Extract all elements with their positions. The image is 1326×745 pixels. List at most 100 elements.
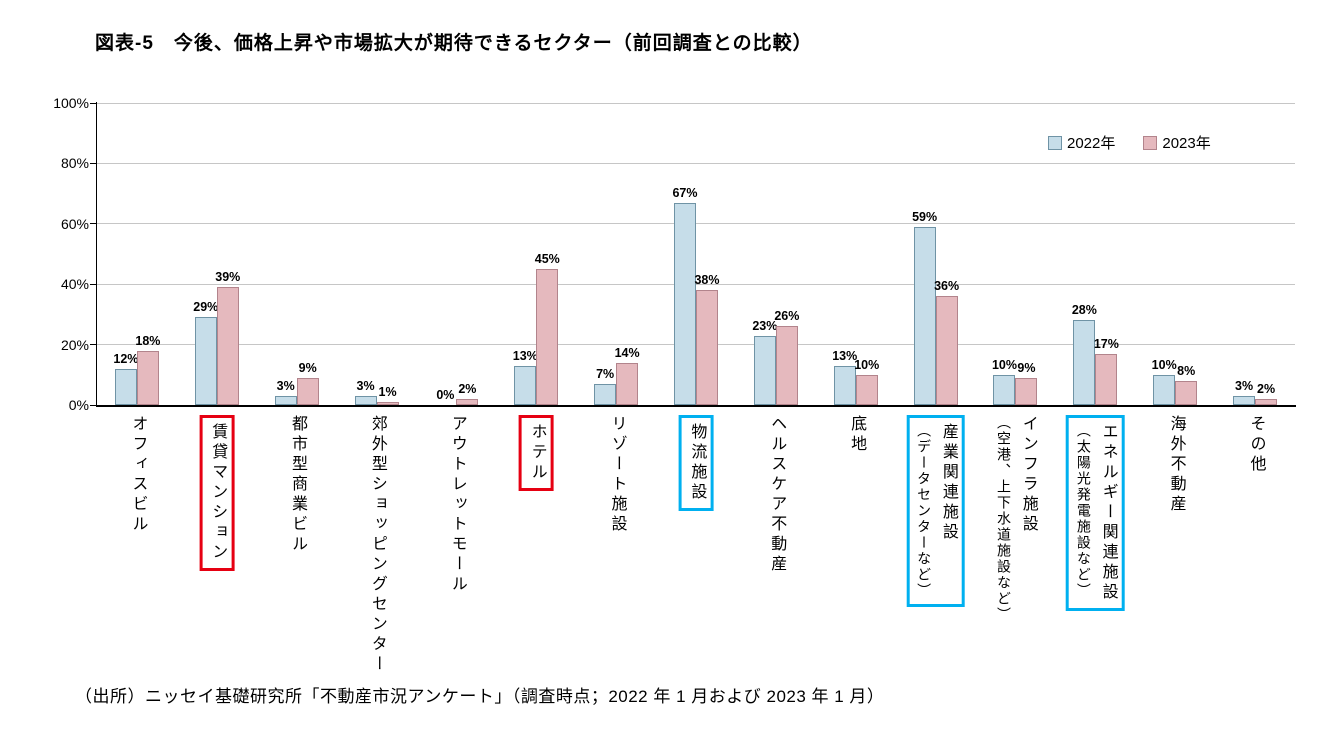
value-label: 2% — [1257, 381, 1276, 396]
y-axis-tick-label: 80% — [60, 155, 89, 172]
value-label: 2% — [458, 381, 477, 396]
bar-2022年 — [594, 383, 617, 405]
bar-2022年 — [114, 368, 137, 405]
value-label: 3% — [356, 378, 375, 393]
bar-2022年 — [274, 395, 297, 405]
x-axis-category-label: ホテル — [518, 415, 554, 491]
legend: 2022年 2023年 — [1048, 132, 1211, 153]
value-label: 10% — [1151, 357, 1177, 372]
bar-2022年 — [674, 202, 696, 405]
bar-2022年 — [753, 335, 776, 405]
value-label: 3% — [1235, 378, 1254, 393]
x-axis-category-label-main: 都市型商業ビル — [289, 415, 307, 555]
y-axis-line — [96, 102, 97, 406]
x-axis-category-label: インフラ施設 （空港、上下水道施設など） — [991, 415, 1040, 623]
x-axis-category-label: リゾート施設 — [604, 415, 629, 535]
value-label: 9% — [1017, 360, 1036, 375]
value-label: 13% — [832, 348, 858, 363]
bar-2022年 — [1073, 320, 1096, 405]
legend-swatch-2023-icon — [1143, 135, 1158, 150]
x-axis-category-label: 海外不動産 — [1163, 415, 1188, 515]
bar-2023年 — [296, 377, 319, 405]
y-axis-tick — [90, 344, 97, 346]
x-axis-category-label: 産業関連施設 （データセンターなど） — [906, 415, 965, 607]
bar-2023年 — [1255, 398, 1278, 405]
y-axis-tick — [90, 283, 97, 285]
bar-2022年 — [833, 365, 856, 405]
value-label: 39% — [215, 270, 241, 285]
value-label: 7% — [596, 366, 615, 381]
y-axis-tick — [90, 223, 97, 225]
bar-2023年 — [1175, 380, 1198, 405]
y-axis-tick-label: 0% — [68, 397, 89, 413]
bar-2022年 — [1233, 395, 1256, 405]
y-axis-tick — [90, 162, 97, 164]
x-axis-category-label: 賃貸マンション — [199, 415, 235, 571]
value-label: 36% — [934, 279, 960, 294]
legend-label-2023: 2023年 — [1162, 135, 1211, 152]
legend-item-2023: 2023年 — [1143, 132, 1211, 153]
x-axis-category-label-main: 海外不動産 — [1167, 415, 1185, 515]
bar-2023年 — [696, 290, 718, 405]
x-axis-category-label: ヘルスケア不動産 — [763, 415, 788, 575]
value-label: 10% — [991, 357, 1017, 372]
x-axis-category-label-main: インフラ施設 — [1019, 415, 1037, 535]
value-label: 13% — [512, 348, 538, 363]
legend-swatch-2022-icon — [1048, 135, 1062, 150]
bar-2022年 — [913, 226, 936, 405]
value-label: 18% — [135, 333, 161, 348]
bar-2023年 — [536, 269, 559, 405]
bar-2023年 — [775, 326, 798, 405]
value-label: 0% — [436, 388, 455, 402]
legend-item-2022: 2022年 — [1048, 132, 1115, 153]
x-axis-category-label-main: 物流施設 — [688, 423, 706, 503]
bar-2022年 — [993, 374, 1016, 405]
x-axis-category-label-sub: （太陽光発電施設など） — [1075, 423, 1092, 599]
x-axis-category-label: その他 — [1243, 415, 1268, 475]
value-label: 17% — [1093, 336, 1119, 351]
x-axis-category-label: 物流施設 — [678, 415, 714, 511]
y-axis-tick-label: 40% — [60, 276, 89, 293]
bar-2023年 — [935, 296, 958, 405]
bar-2023年 — [1095, 353, 1118, 405]
gridline — [97, 162, 1295, 164]
x-axis-category-label-main: 産業関連施設 — [939, 423, 957, 543]
x-axis-category-label-main: アウトレットモール — [448, 415, 466, 595]
value-label: 9% — [298, 360, 317, 375]
value-label: 14% — [614, 345, 640, 360]
value-label: 10% — [854, 357, 880, 372]
value-label: 3% — [276, 378, 295, 393]
value-label: 8% — [1177, 363, 1196, 378]
x-axis-category-label: 底地 — [843, 415, 868, 455]
x-axis-category-label-main: オフィスビル — [129, 415, 147, 535]
x-axis-category-label-main: エネルギー関連施設 — [1099, 423, 1117, 603]
bar-2023年 — [216, 287, 239, 405]
value-label: 28% — [1071, 303, 1097, 318]
bar-2023年 — [456, 398, 479, 405]
bar-2022年 — [194, 317, 217, 405]
x-axis-category-label-main: リゾート施設 — [608, 415, 626, 535]
y-axis-tick-label: 100% — [53, 95, 89, 111]
x-axis-category-label: アウトレットモール — [444, 415, 469, 595]
x-axis-category-label: 郊外型ショッピングセンター — [364, 415, 389, 675]
value-label: 67% — [672, 185, 698, 200]
x-axis-category-label: エネルギー関連施設 （太陽光発電施設など） — [1066, 415, 1125, 611]
x-axis-category-label-main: 郊外型ショッピングセンター — [368, 415, 386, 675]
bar-2023年 — [136, 350, 159, 405]
legend-label-2022: 2022年 — [1067, 135, 1116, 152]
y-axis-tick-label: 60% — [60, 215, 89, 232]
x-axis-line — [96, 405, 1296, 407]
value-label: 12% — [113, 351, 139, 366]
bar-2022年 — [354, 395, 377, 405]
gridline — [97, 223, 1295, 225]
value-label: 23% — [752, 318, 778, 333]
value-label: 59% — [912, 209, 938, 224]
value-label: 45% — [534, 252, 560, 267]
x-axis-category-label-main: その他 — [1247, 415, 1265, 475]
y-axis-tick — [90, 404, 97, 406]
bar-2023年 — [855, 374, 878, 405]
value-label: 1% — [378, 384, 397, 399]
bar-2023年 — [616, 362, 639, 405]
gridline — [97, 283, 1295, 285]
